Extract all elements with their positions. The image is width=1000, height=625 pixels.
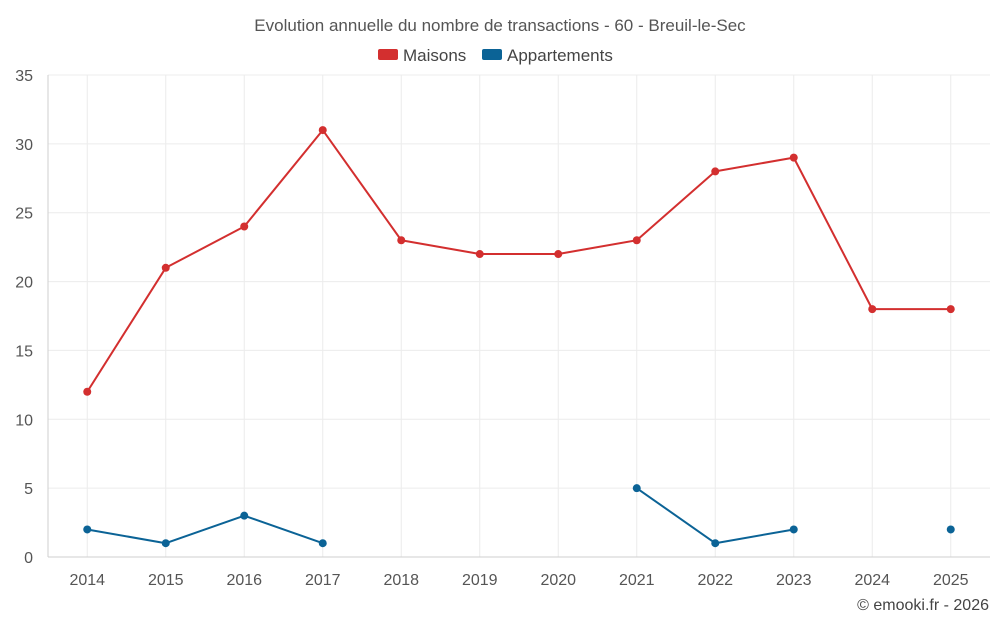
x-tick-label: 2021 [619, 572, 655, 589]
data-point-maisons[interactable] [161, 263, 170, 272]
y-tick-label: 10 [15, 412, 33, 429]
y-tick-label: 0 [24, 550, 33, 567]
legend-swatch-appartements [482, 49, 502, 60]
grid [48, 74, 990, 557]
y-tick-label: 35 [15, 68, 33, 85]
data-point-appartements[interactable] [318, 539, 327, 548]
data-point-maisons[interactable] [318, 126, 327, 135]
data-point-maisons[interactable] [946, 305, 955, 314]
legend-item-maisons[interactable]: Maisons [378, 46, 466, 65]
data-point-maisons[interactable] [868, 305, 877, 314]
data-point-maisons[interactable] [711, 167, 720, 176]
data-point-appartements[interactable] [946, 525, 955, 534]
data-point-appartements[interactable] [83, 525, 92, 534]
series [83, 126, 955, 548]
x-tick-label: 2017 [305, 572, 341, 589]
x-tick-label: 2025 [933, 572, 969, 589]
data-point-maisons[interactable] [240, 222, 249, 231]
legend-label-appartements: Appartements [507, 46, 613, 65]
legend: Maisons Appartements [378, 46, 613, 65]
data-point-appartements[interactable] [161, 539, 170, 548]
data-point-maisons[interactable] [475, 250, 484, 259]
chart-title: Evolution annuelle du nombre de transact… [254, 16, 746, 35]
series-maisons [83, 126, 955, 396]
series-line-maisons [86, 129, 951, 393]
x-tick-label: 2020 [540, 572, 576, 589]
x-tick-label: 2022 [697, 572, 733, 589]
credit-text: © emooki.fr - 2026 [857, 597, 989, 614]
x-tick-label: 2018 [383, 572, 419, 589]
series-line-appartements [87, 514, 324, 545]
legend-swatch-maisons [378, 49, 398, 60]
y-tick-label: 30 [15, 137, 33, 154]
x-tick-label: 2014 [69, 572, 105, 589]
legend-label-maisons: Maisons [403, 46, 466, 65]
x-tick-label: 2016 [226, 572, 262, 589]
y-tick-label: 25 [15, 206, 33, 223]
data-point-maisons[interactable] [554, 250, 563, 259]
data-point-maisons[interactable] [632, 236, 641, 245]
y-tick-label: 5 [24, 481, 33, 498]
data-point-appartements[interactable] [711, 539, 720, 548]
series-appartements [83, 484, 955, 548]
x-tick-label: 2019 [462, 572, 498, 589]
x-tick-label: 2023 [776, 572, 812, 589]
data-point-appartements[interactable] [789, 525, 798, 534]
data-point-appartements[interactable] [632, 484, 641, 493]
legend-item-appartements[interactable]: Appartements [482, 46, 613, 65]
x-tick-label: 2015 [148, 572, 184, 589]
data-point-maisons[interactable] [397, 236, 406, 245]
x-tick-label: 2024 [854, 572, 890, 589]
data-point-maisons[interactable] [83, 387, 92, 396]
y-tick-label: 20 [15, 275, 33, 292]
data-point-maisons[interactable] [789, 153, 798, 162]
data-point-appartements[interactable] [240, 511, 249, 520]
y-tick-label: 15 [15, 343, 33, 360]
